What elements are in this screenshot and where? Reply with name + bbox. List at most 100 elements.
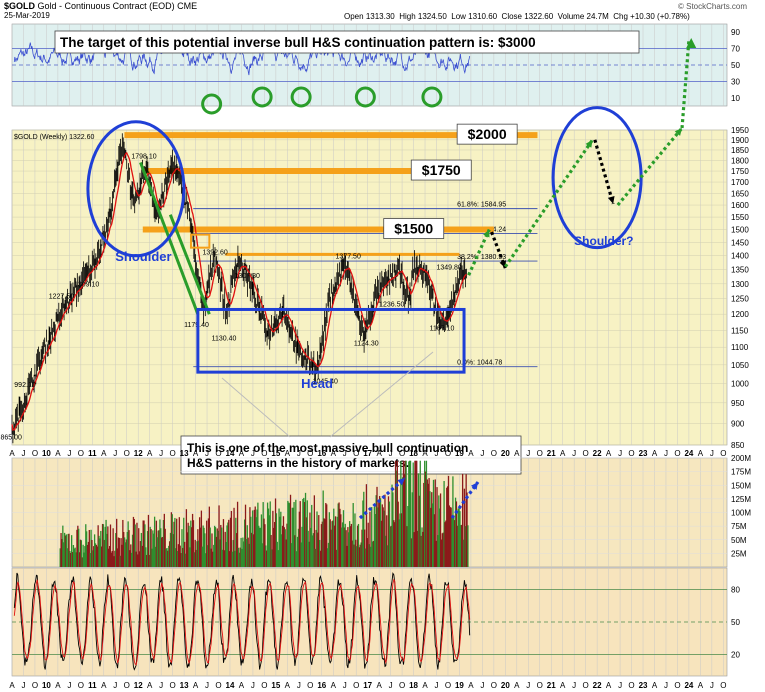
price-tick-label: 1100 (731, 343, 749, 352)
price-x-tick: A (9, 449, 15, 458)
price-tick-label: 1950 (731, 126, 749, 135)
chg-label: Chg (613, 12, 628, 21)
stochastic-x-tick: J (21, 681, 25, 690)
low-value: 1310.60 (468, 12, 498, 21)
price-x-tick: 10 (42, 449, 51, 458)
price-value-label: 1798.10 (131, 153, 156, 160)
price-tick-label: 950 (731, 399, 745, 408)
price-x-tick: J (159, 449, 163, 458)
price-x-tick: J (389, 449, 393, 458)
stochastic-x-tick: 10 (42, 681, 51, 690)
price-x-tick: O (720, 449, 726, 458)
high-label: High (399, 12, 416, 21)
rsi-low-circle (251, 86, 273, 108)
price-tick-label: 1650 (731, 189, 749, 198)
price-tick-label: 1750 (731, 167, 749, 176)
price-x-tick: A (468, 449, 474, 458)
stochastic-x-tick: A (239, 681, 245, 690)
stochastic-x-tick: J (297, 681, 301, 690)
stochastic-x-tick: 21 (547, 681, 556, 690)
stochastic-x-tick: O (307, 681, 313, 690)
rsi-low-circle (354, 86, 376, 108)
chart-date: 25-Mar-2019 (4, 11, 50, 20)
open-value: 1313.30 (365, 12, 395, 21)
price-x-tick: 19 (455, 449, 464, 458)
price-x-tick: O (32, 449, 38, 458)
stochastic-x-tick: A (147, 681, 153, 690)
price-x-tick: O (399, 449, 405, 458)
projection-arrow-up-1-head (483, 229, 490, 238)
price-value-label: 1377.50 (336, 253, 361, 260)
stochastic-x-tick: O (353, 681, 359, 690)
volume-tick-label: 75M (731, 522, 747, 531)
stochastic-x-tick: A (514, 681, 520, 690)
price-x-tick: O (583, 449, 589, 458)
price-value-label: 1309.10 (74, 282, 99, 289)
price-value-label: 1307.80 (235, 273, 260, 280)
stochastic-x-tick: J (664, 681, 668, 690)
level-label-box (410, 159, 472, 181)
price-x-tick: A (606, 449, 612, 458)
price-x-tick: J (21, 449, 25, 458)
stochastic-x-tick: A (9, 681, 15, 690)
stochastic-x-tick: A (422, 681, 428, 690)
price-x-tick: A (698, 449, 704, 458)
price-x-tick: A (514, 449, 520, 458)
price-tick-label: 1200 (731, 310, 749, 319)
stochastic-x-tick: J (526, 681, 530, 690)
volume-value: 24.7M (586, 12, 609, 21)
stochastic-x-tick: A (285, 681, 291, 690)
stochastic-x-tick: A (468, 681, 474, 690)
price-tick-label: 1150 (731, 326, 749, 335)
left-shoulder-circle (86, 120, 186, 258)
price-x-tick: A (652, 449, 658, 458)
callout-line: This is one of the most massive bull con… (187, 441, 468, 455)
stochastic-x-tick: O (78, 681, 84, 690)
price-tick-label: 1350 (731, 265, 749, 274)
stochastic-x-tick: A (652, 681, 658, 690)
stochastic-x-tick: A (193, 681, 199, 690)
rsi-tick-label: 30 (731, 77, 740, 86)
level-label-box (383, 218, 445, 239)
rsi-tick-label: 90 (731, 28, 740, 37)
price-value-label: 1167.10 (430, 325, 455, 332)
stochastic-x-tick: 17 (363, 681, 372, 690)
volume-tick-label: 25M (731, 549, 747, 558)
level-label-box (456, 123, 518, 145)
close-label: Close (501, 12, 522, 21)
close-value: 1322.60 (524, 12, 554, 21)
stochastic-d-line (13, 578, 471, 666)
price-x-tick: O (537, 449, 543, 458)
price-x-tick: 21 (547, 449, 556, 458)
price-x-tick: 20 (501, 449, 510, 458)
price-x-tick: 17 (363, 449, 372, 458)
price-x-tick: A (101, 449, 107, 458)
price-tick-label: 1800 (731, 156, 749, 165)
price-value-label: 1124.30 (354, 340, 379, 347)
price-tick-label: 1850 (731, 146, 749, 155)
stochastic-x-tick: J (618, 681, 622, 690)
callout-pointer (221, 377, 291, 438)
volume-tick-label: 175M (731, 468, 751, 477)
price-value-label: 1045.40 (313, 378, 338, 385)
price-x-tick: J (251, 449, 255, 458)
rsi-low-circle (290, 86, 312, 108)
rsi-low-circle (421, 86, 443, 108)
instrument-name: Gold - Continuous Contract (EOD) (37, 1, 175, 11)
price-x-tick: 23 (639, 449, 648, 458)
price-x-tick: A (331, 449, 337, 458)
stochastic-x-tick: A (101, 681, 107, 690)
price-tick-label: 1700 (731, 178, 749, 187)
price-tick-label: 1400 (731, 252, 749, 261)
price-value-label: 1236.50 (379, 301, 404, 308)
stochastic-x-tick: 23 (639, 681, 648, 690)
stochastic-x-tick: J (435, 681, 439, 690)
price-x-tick: A (285, 449, 291, 458)
price-x-tick: O (170, 449, 176, 458)
stochastic-x-tick: 16 (317, 681, 326, 690)
symbol: $GOLD (4, 1, 36, 11)
price-x-tick: J (435, 449, 439, 458)
volume-label: Volume (557, 12, 585, 21)
price-x-tick: J (343, 449, 347, 458)
